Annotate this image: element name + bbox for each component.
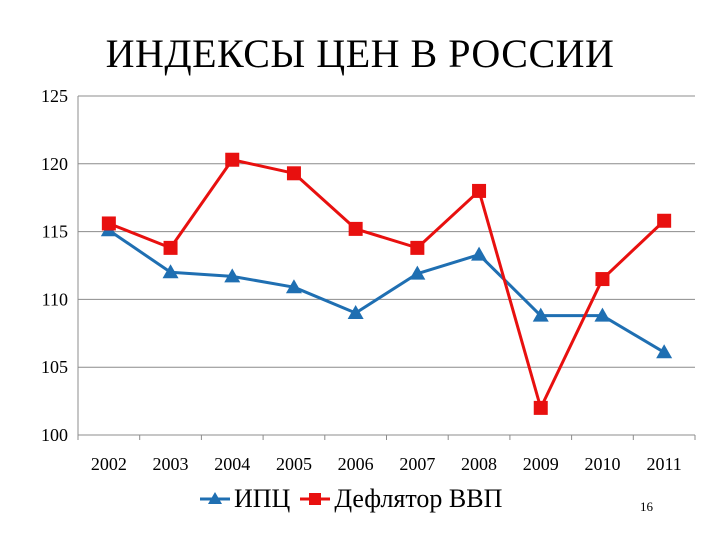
cpi-point: [162, 264, 179, 279]
gridlines: [78, 95, 695, 368]
series-line-0: [108, 229, 665, 354]
y-tick-label: 100: [41, 425, 68, 445]
x-tick-label: 2006: [338, 454, 374, 474]
cpi-point: [285, 279, 302, 294]
gdp-deflator-point: [472, 183, 487, 198]
x-tick-label: 2004: [214, 454, 250, 474]
gdp-deflator-point: [101, 216, 116, 231]
x-tick-label: 2009: [523, 454, 559, 474]
x-tick-label: 2010: [584, 454, 620, 474]
cpi-point: [532, 307, 549, 322]
legend: ИПЦ Дефлятор ВВП: [200, 484, 502, 514]
legend-gdp-deflator-label: Дефлятор ВВП: [334, 484, 503, 513]
y-tick-label: 120: [41, 154, 68, 174]
cpi-point: [347, 304, 364, 319]
cpi-point: [471, 246, 488, 261]
page-number: 16: [640, 499, 653, 514]
cpi-point: [594, 307, 611, 322]
axes: [77, 96, 696, 440]
legend-gdp-deflator-swatch: [300, 493, 331, 505]
gdp-deflator-point: [595, 272, 610, 287]
y-tick-label: 110: [42, 289, 68, 309]
x-tick-label: 2002: [91, 454, 127, 474]
gdp-deflator-point: [657, 213, 672, 228]
legend-item-cpi: ИПЦ: [200, 484, 290, 514]
gdp-deflator-point: [533, 400, 548, 415]
x-tick-labels: 2002 2003 2004 2005 2006 2007 2008 2009 2010 2011: [91, 454, 682, 474]
gdp-deflator-point: [225, 152, 240, 167]
x-tick-label: 2011: [646, 454, 681, 474]
chart-title: ИНДЕКСЫ ЦЕН В РОССИИ: [105, 31, 615, 76]
y-tick-label: 115: [42, 222, 68, 242]
legend-cpi-swatch: [200, 492, 230, 504]
y-tick-label: 105: [41, 357, 68, 377]
series-line-1: [108, 158, 666, 410]
cpi-point: [224, 268, 241, 283]
gdp-deflator-point: [286, 166, 301, 181]
gdp-deflator-point: [410, 240, 425, 255]
x-tick-label: 2007: [399, 454, 435, 474]
legend-item-gdp-deflator: Дефлятор ВВП: [300, 484, 502, 514]
x-tick-label: 2005: [276, 454, 312, 474]
cpi-point: [656, 344, 673, 359]
series-markers: [100, 152, 673, 415]
series-lines: [108, 158, 666, 410]
gdp-deflator-point: [163, 240, 178, 255]
y-tick-label: 125: [41, 86, 68, 106]
gdp-deflator-point: [348, 221, 363, 236]
y-tick-labels: 100 105 110 115 120 125: [41, 86, 68, 445]
x-tick-label: 2008: [461, 454, 497, 474]
x-tick-label: 2003: [153, 454, 189, 474]
cpi-point: [409, 265, 426, 280]
legend-cpi-label: ИПЦ: [234, 484, 291, 513]
